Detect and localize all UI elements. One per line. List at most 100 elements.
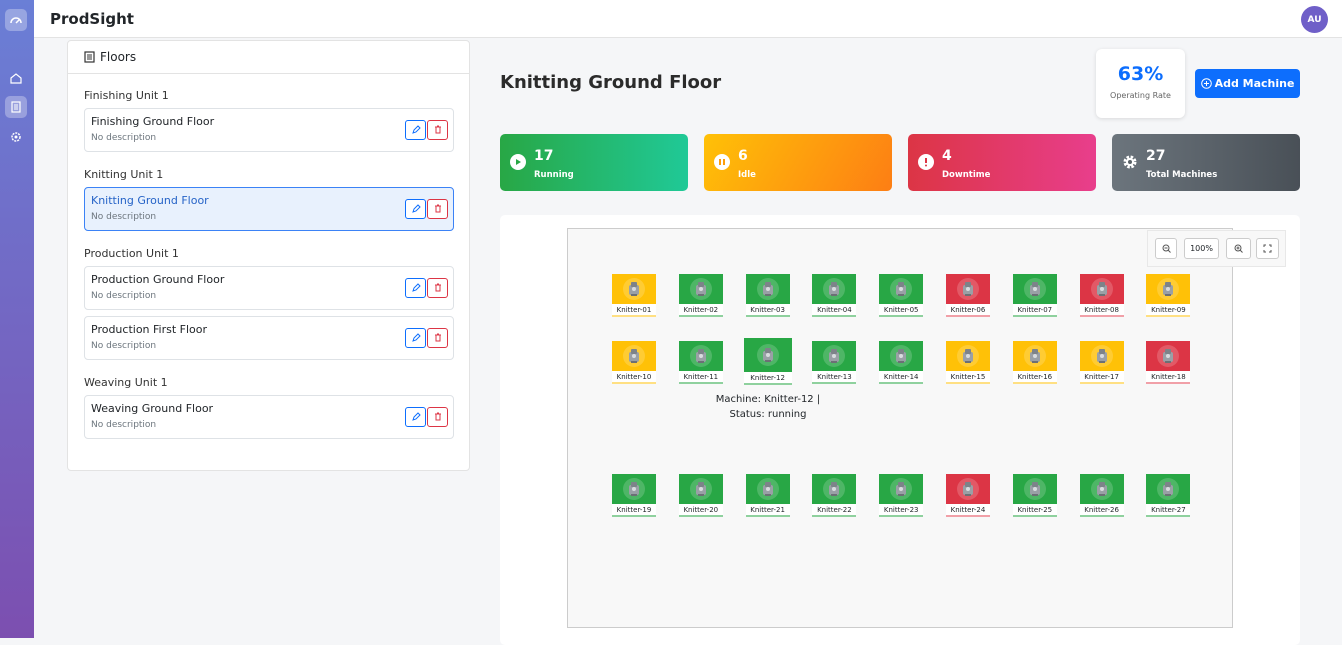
machine[interactable]: Knitter-13 [812,341,857,384]
machine-label: Knitter-01 [612,304,656,317]
machine-icon [946,341,990,371]
machine-label: Knitter-25 [1012,504,1057,517]
edit-button[interactable] [405,328,426,348]
machine[interactable]: Knitter-07 [1012,274,1057,317]
edit-button[interactable] [405,278,426,298]
machine-label: Knitter-22 [812,504,857,517]
delete-button[interactable] [427,407,448,427]
machine-icon [745,274,790,304]
machine-icon [1079,341,1124,371]
machine[interactable]: Knitter-11 [678,341,723,384]
delete-button[interactable] [427,278,448,298]
machine[interactable]: Knitter-14 [879,341,924,384]
machine-icon [745,474,790,504]
zoom-level[interactable]: 100% [1184,238,1219,259]
machine[interactable]: Knitter-12 [743,338,792,385]
tooltip-line: Status: running [729,409,807,420]
stat-icon [918,154,934,174]
machine-icon [879,474,924,504]
edit-button[interactable] [405,407,426,427]
machine[interactable]: Knitter-21 [745,474,790,517]
stat-card: 6 Idle [704,134,892,191]
edit-button[interactable] [405,120,426,140]
zoom-out[interactable] [1155,238,1177,259]
top-bar: ProdSight AU [34,0,1342,38]
floor-item[interactable]: Finishing Ground Floor No description [84,108,454,152]
machine-label: Knitter-08 [1079,304,1124,317]
floor-description: No description [91,291,157,301]
stat-card: 4 Downtime [908,134,1096,191]
delete-button[interactable] [427,199,448,219]
edit-button[interactable] [405,199,426,219]
delete-button[interactable] [427,328,448,348]
machine-icon [743,338,792,372]
machine[interactable]: Knitter-15 [946,341,990,384]
rate-label: Operating Rate [1110,91,1171,100]
floor-name: Knitting Ground Floor [91,194,209,207]
floor-item[interactable]: Production First Floor No description [84,316,454,360]
machine-label: Knitter-20 [678,504,723,517]
machine-label: Knitter-10 [612,371,656,384]
machine[interactable]: Knitter-08 [1079,274,1124,317]
floor-item[interactable]: Knitting Ground Floor No description [84,187,454,231]
avatar[interactable]: AU [1301,6,1328,33]
home-icon[interactable] [5,67,27,89]
machine[interactable]: Knitter-16 [1012,341,1057,384]
add-machine-button[interactable]: Add Machine [1195,69,1300,98]
unit-name: Production Unit 1 [84,247,179,260]
stat-card: 27 Total Machines [1112,134,1300,191]
machine-label: Knitter-21 [745,504,790,517]
machine[interactable]: Knitter-22 [812,474,857,517]
machine[interactable]: Knitter-23 [879,474,924,517]
fullscreen[interactable] [1256,238,1279,259]
machine[interactable]: Knitter-01 [612,274,656,317]
machine-label: Knitter-11 [678,371,723,384]
delete-button[interactable] [427,120,448,140]
machine-icon [1012,474,1057,504]
machine-icon [812,474,857,504]
floor-description: No description [91,212,157,222]
machine[interactable]: Knitter-02 [678,274,723,317]
machine-label: Knitter-12 [743,372,792,385]
stat-label: Total Machines [1146,170,1218,180]
machine-label: Knitter-06 [946,304,990,317]
machine-icon [612,274,656,304]
stat-value: 27 [1146,148,1166,164]
machine[interactable]: Knitter-17 [1079,341,1124,384]
machine[interactable]: Knitter-06 [946,274,990,317]
floor-name: Production Ground Floor [91,273,225,286]
machine[interactable]: Knitter-04 [812,274,857,317]
machine-icon [678,274,723,304]
machine-label: Knitter-24 [946,504,990,517]
zoom-in[interactable] [1226,238,1251,259]
button-label: Add Machine [1214,77,1295,90]
machine-icon [946,474,990,504]
machine[interactable]: Knitter-05 [879,274,924,317]
machine-icon [1012,274,1057,304]
settings-icon[interactable] [5,126,27,148]
floors-icon[interactable] [5,96,27,118]
zoom-controls: 100% [1147,230,1286,267]
machine-icon [678,474,723,504]
machine[interactable]: Knitter-26 [1079,474,1124,517]
floor-item[interactable]: Weaving Ground Floor No description [84,395,454,439]
tooltip-line: Machine: Knitter-12 | [715,394,821,405]
machine[interactable]: Knitter-24 [946,474,990,517]
machine-icon [1079,274,1124,304]
machine[interactable]: Knitter-09 [1146,274,1191,317]
stat-icon [1122,154,1138,174]
machine[interactable]: Knitter-25 [1012,474,1057,517]
machine[interactable]: Knitter-19 [612,474,656,517]
machine[interactable]: Knitter-03 [745,274,790,317]
machine[interactable]: Knitter-18 [1146,341,1191,384]
logo-icon[interactable] [5,9,27,31]
machine[interactable]: Knitter-27 [1146,474,1191,517]
stat-value: 6 [738,148,748,164]
machine[interactable]: Knitter-20 [678,474,723,517]
machine[interactable]: Knitter-10 [612,341,656,384]
floor-description: No description [91,420,157,430]
rate-value: 63% [1117,63,1164,85]
unit-name: Finishing Unit 1 [84,89,169,102]
floor-item[interactable]: Production Ground Floor No description [84,266,454,310]
